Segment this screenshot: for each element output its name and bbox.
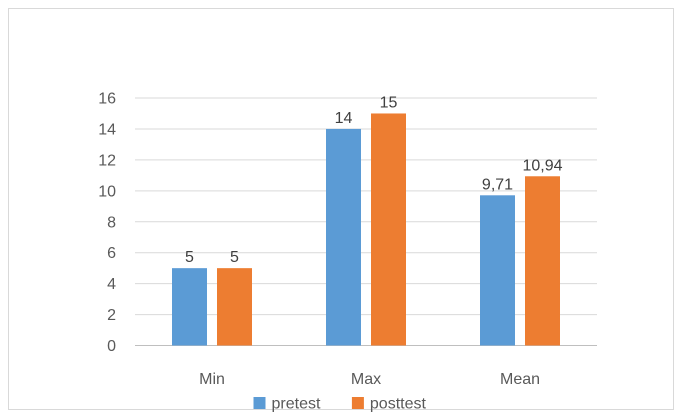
bar-pretest [480,195,515,346]
data-label: 5 [230,249,239,266]
y-tick-label: 10 [98,183,116,200]
y-tick-label: 14 [98,121,116,138]
bar-pretest [172,268,207,346]
y-tick-label: 4 [107,276,116,293]
bar-posttest [371,113,406,346]
x-tick-label: Min [199,371,225,388]
y-tick-label: 12 [98,152,116,169]
bar-posttest [525,176,560,346]
bar-posttest [217,268,252,346]
y-tick-label: 0 [107,338,116,355]
data-label: 15 [380,94,398,111]
legend-swatch-posttest [351,397,364,409]
legend-swatch-pretest [253,397,266,409]
legend-label-posttest: posttest [370,396,427,413]
x-tick-label: Mean [500,371,540,388]
legend-label-pretest: pretest [272,396,321,413]
y-tick-label: 6 [107,245,116,262]
y-tick-label: 8 [107,214,116,231]
data-label: 9,71 [482,176,513,193]
data-label: 10,94 [522,157,562,174]
y-tick-label: 2 [107,307,116,324]
y-tick-label: 16 [98,91,116,108]
data-label: 5 [185,249,194,266]
data-label: 14 [335,110,353,127]
bar-pretest [326,128,361,346]
x-tick-label: Max [351,371,381,388]
